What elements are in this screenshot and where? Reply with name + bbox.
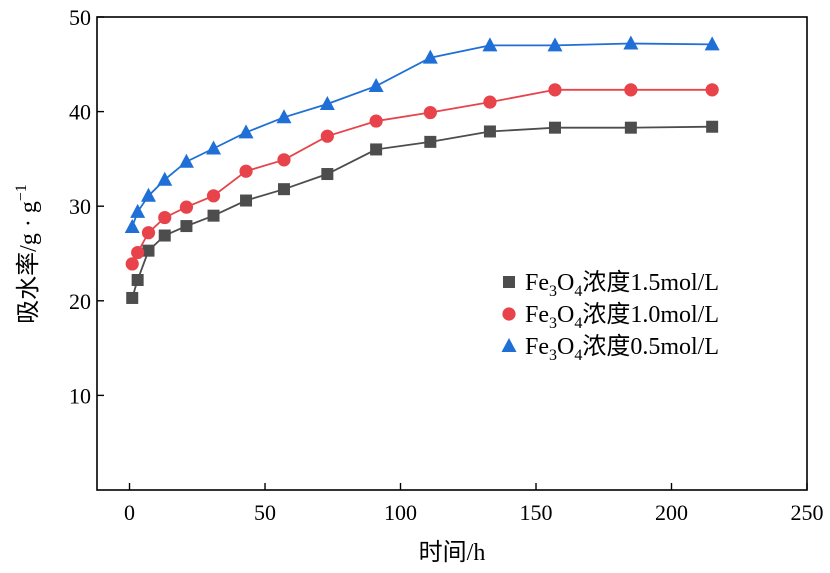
series-1-point xyxy=(706,120,719,133)
series-3-point xyxy=(178,153,194,168)
series-3-point xyxy=(276,109,292,124)
series-3-point xyxy=(124,219,140,234)
legend-label-3-part-4: 4 xyxy=(574,347,582,364)
series-3-point xyxy=(130,203,146,218)
series-3-point xyxy=(422,49,438,64)
series-2-point xyxy=(423,105,437,120)
series-1-point xyxy=(624,121,637,134)
legend-label-2-part-3: O xyxy=(557,302,574,328)
series-2-point xyxy=(125,257,139,271)
series-3-point xyxy=(368,78,384,93)
series-2-point xyxy=(320,129,334,143)
series-2-point xyxy=(206,189,221,203)
y-axis-title-main: 吸水率/g · g xyxy=(15,201,42,324)
legend: Fe3O4浓度1.5mol/LFe3O4浓度1.0mol/LFe3O4浓度0.5… xyxy=(501,269,719,364)
series-2-point xyxy=(277,153,291,167)
series-3-point xyxy=(319,96,335,111)
legend-label-3: Fe3O4浓度0.5mol/L xyxy=(525,333,719,364)
series-2-line xyxy=(131,88,713,265)
legend-label-1-part-3: O xyxy=(557,270,574,296)
x-tick-label: 250 xyxy=(791,500,824,525)
series-2-point xyxy=(624,83,638,97)
legend-label-2-part-4: 4 xyxy=(574,315,582,332)
series-1-point xyxy=(321,168,334,181)
legend-marker-3 xyxy=(501,338,517,352)
legend-label-3-part-2: 3 xyxy=(549,347,557,364)
x-tick-label: 100 xyxy=(384,500,417,525)
axis-ticks xyxy=(97,16,808,490)
series-3-point xyxy=(704,36,720,51)
legend-label-3-part-1: Fe xyxy=(525,334,549,360)
series-2-point xyxy=(179,200,194,214)
series-2-point xyxy=(369,114,383,128)
legend-label-2-part-5: 浓度1.0mol/L xyxy=(582,301,719,328)
series-2 xyxy=(125,83,719,271)
series-2-point xyxy=(158,210,172,225)
y-tick-label: 10 xyxy=(69,383,91,408)
x-tick-label: 200 xyxy=(655,500,688,525)
series-3 xyxy=(124,35,720,234)
series-1-point xyxy=(126,291,139,304)
series-3-point xyxy=(140,187,156,202)
series-1-point xyxy=(370,143,383,156)
legend-marker-2 xyxy=(502,307,516,321)
series-1-point xyxy=(207,209,220,222)
series-1-point xyxy=(548,121,561,134)
y-tick-label: 50 xyxy=(69,5,91,30)
legend-label-3-part-3: O xyxy=(557,334,574,360)
legend-label-3-part-5: 浓度0.5mol/L xyxy=(582,333,719,360)
series-2-point xyxy=(548,83,562,97)
series-2-point xyxy=(705,83,719,97)
y-axis-title-superscript: −1 xyxy=(13,184,30,201)
x-axis-title: 时间/h xyxy=(419,539,486,566)
series-3-point xyxy=(482,37,498,52)
series-1-point xyxy=(158,229,171,242)
series-3-point xyxy=(238,124,254,139)
legend-label-1-part-1: Fe xyxy=(525,270,549,296)
series-3-point xyxy=(157,171,173,186)
series-1-point xyxy=(180,220,193,233)
legend-label-2-part-2: 3 xyxy=(549,315,557,332)
series-3-line xyxy=(131,42,713,228)
series-1-point xyxy=(483,125,496,138)
series-1-point xyxy=(277,183,290,196)
series-3-point xyxy=(623,35,639,50)
legend-label-2-part-1: Fe xyxy=(525,302,549,328)
series-2-point xyxy=(239,164,253,178)
legend-marker-1 xyxy=(503,276,515,288)
y-tick-label: 40 xyxy=(69,100,91,125)
legend-label-2: Fe3O4浓度1.0mol/L xyxy=(525,301,719,332)
series-1-point xyxy=(240,194,253,207)
legend-label-1: Fe3O4浓度1.5mol/L xyxy=(525,269,719,300)
series-2-point xyxy=(483,95,497,109)
x-tick-label: 50 xyxy=(254,500,276,525)
y-tick-label: 30 xyxy=(69,194,91,219)
axis-tick-labels: 0 50 100 150 200 250 10 20 30 40 50 xyxy=(69,5,824,525)
y-tick-label: 20 xyxy=(69,289,91,314)
series-3-point xyxy=(206,140,222,155)
series-1-point xyxy=(424,135,437,148)
legend-label-1-part-4: 4 xyxy=(574,283,582,300)
series-1-point xyxy=(142,244,155,257)
series-1-point xyxy=(131,273,144,286)
series-3-point xyxy=(547,37,563,52)
series-2-point xyxy=(131,245,145,260)
legend-label-1-part-5: 浓度1.5mol/L xyxy=(582,269,719,296)
legend-label-1-part-2: 3 xyxy=(549,283,557,300)
x-tick-label: 0 xyxy=(124,500,135,525)
series-1 xyxy=(126,120,719,304)
series-2-point xyxy=(141,226,156,240)
y-axis-title: 吸水率/g · g−1 xyxy=(13,184,42,324)
plot-frame xyxy=(96,16,808,491)
series-layer xyxy=(124,35,720,304)
x-tick-label: 150 xyxy=(520,500,553,525)
